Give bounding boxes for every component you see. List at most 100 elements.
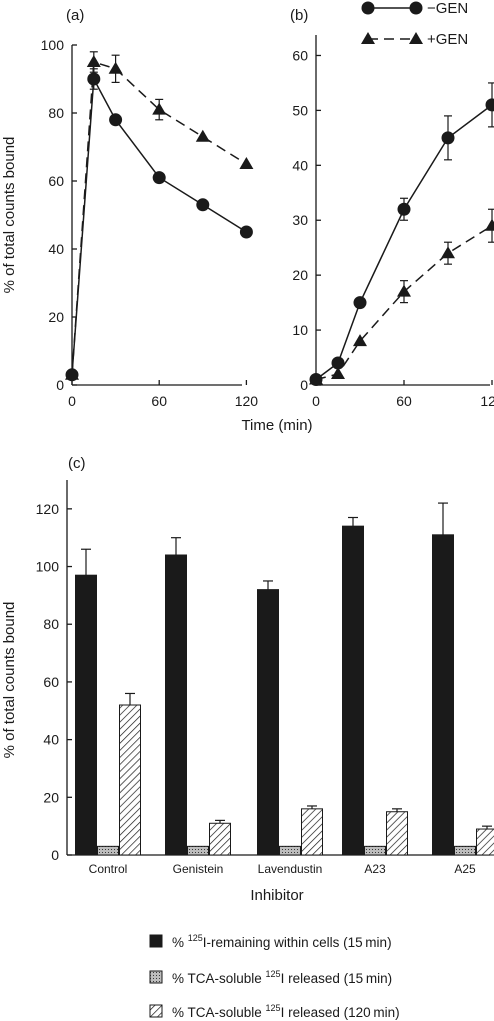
tca-120min-bar — [301, 808, 323, 856]
legend-c-swatch — [149, 934, 163, 948]
panel-b-plus-gen-point — [441, 246, 455, 259]
panel-b-minus-gen-point — [331, 356, 345, 370]
panel-b-label: (b) — [290, 7, 308, 24]
legend-plus-gen-marker — [361, 32, 375, 44]
legend-c: % 125I-remaining within cells (15 min) % … — [149, 933, 400, 1020]
panel-b-y-tick-label: 60 — [292, 47, 308, 63]
panel-b: (b) 0 10 20 30 40 50 60 0 60 120 −GEN +GEN — [290, 0, 494, 409]
panel-b-ticks: 0 10 20 30 40 50 60 0 60 120 — [292, 47, 494, 409]
panel-c-category-label: Lavendustin — [258, 862, 323, 876]
panel-b-y-tick-label: 10 — [292, 322, 308, 338]
time-axis-title: Time (min) — [241, 417, 312, 434]
panel-b-plot — [309, 82, 494, 387]
tca-120min-bar — [209, 822, 231, 856]
panel-c-y-tick-label: 0 — [51, 847, 59, 863]
panel-a-y-tick-label: 0 — [56, 377, 64, 393]
panel-b-x-tick-label: 60 — [396, 393, 412, 409]
remaining-15min-bar — [165, 554, 187, 856]
panel-a-plot — [65, 51, 254, 382]
panel-c-y-tick-label: 40 — [43, 732, 59, 748]
panel-a-minus-gen-line — [71, 76, 247, 375]
panel-a-ticks: 0 20 40 60 80 100 0 60 120 — [41, 37, 259, 409]
panel-c-category-label: A25 — [454, 862, 476, 876]
panel-c-ticks: 0 20 40 60 80 100 120 Control Genistein Lavendust… — [36, 501, 476, 876]
panel-a-y-tick-label: 80 — [48, 105, 64, 121]
panel-a-x-tick-label: 0 — [68, 393, 76, 409]
panel-c-y-tick-label: 80 — [43, 616, 59, 632]
tca-15min-bar — [454, 845, 476, 856]
panel-b-y-tick-label: 50 — [292, 102, 308, 118]
tca-120min-bar — [386, 811, 408, 856]
tca-120min-bar — [476, 828, 494, 856]
legend-ab: −GEN +GEN — [361, 0, 468, 48]
panel-b-minus-gen-point — [441, 131, 455, 145]
panel-a-minus-gen-point — [152, 171, 166, 185]
legend-minus-gen-marker — [409, 1, 423, 15]
legend-c-label: % TCA-soluble 125I released (15 min) — [172, 969, 392, 986]
panel-b-minus-gen-line — [315, 104, 493, 381]
legend-minus-gen-marker — [361, 1, 375, 15]
panel-a-plus-gen-line — [71, 61, 247, 375]
panel-b-y-tick-label: 20 — [292, 267, 308, 283]
panel-c-label: (c) — [68, 455, 86, 472]
panel-b-minus-gen-point — [485, 98, 494, 112]
panel-b-x-tick-label: 0 — [312, 393, 320, 409]
panel-c-category-label: A23 — [364, 862, 386, 876]
panel-a-y-tick-label: 40 — [48, 241, 64, 257]
panel-a-x-tick-label: 120 — [235, 393, 259, 409]
panel-c-category-label: Genistein — [173, 862, 224, 876]
panel-a-y-tick-label: 100 — [41, 37, 65, 53]
panel-b-plus-gen-point — [485, 218, 494, 231]
panel-a-y-tick-label: 60 — [48, 173, 64, 189]
legend-plus-gen-marker — [409, 32, 423, 44]
remaining-15min-bar — [432, 534, 454, 856]
tca-120min-bar — [119, 704, 141, 856]
panel-c: (c) % of total counts bound 0 20 40 60 80 100… — [1, 455, 494, 904]
legend-minus-gen-label: −GEN — [427, 0, 468, 17]
panel-a-label: (a) — [66, 7, 84, 24]
tca-15min-bar — [364, 845, 386, 856]
panel-a-x-tick-label: 60 — [151, 393, 167, 409]
panel-a: (a) % of total counts bound 0 20 40 60 80 100… — [1, 7, 258, 409]
panel-c-y-tick-label: 100 — [36, 559, 60, 575]
panel-a-minus-gen-point — [87, 72, 101, 86]
tca-15min-bar — [187, 845, 209, 856]
panel-a-plus-gen-point — [65, 367, 79, 380]
tca-15min-bar — [97, 845, 119, 856]
panel-a-y-title: % of total counts bound — [1, 137, 18, 294]
legend-c-label: % TCA-soluble 125I released (120 min) — [172, 1003, 400, 1020]
panel-c-category-label: Control — [89, 862, 128, 876]
panel-b-y-tick-label: 30 — [292, 212, 308, 228]
legend-c-swatch — [149, 970, 163, 984]
panel-a-plus-gen-point — [195, 129, 210, 142]
tca-15min-bar — [279, 845, 301, 856]
panel-b-plus-gen-point — [353, 334, 367, 347]
panel-c-y-tick-label: 60 — [43, 674, 59, 690]
panel-a-plus-gen-point — [108, 61, 123, 74]
legend-c-swatch — [149, 1004, 163, 1018]
panel-b-plus-gen-point — [331, 367, 345, 380]
panel-a-minus-gen-point — [239, 225, 253, 239]
panel-b-y-tick-label: 40 — [292, 157, 308, 173]
panel-a-plus-gen-point — [152, 102, 167, 115]
remaining-15min-bar — [257, 589, 279, 856]
panel-a-y-tick-label: 20 — [48, 309, 64, 325]
panel-a-minus-gen-point — [196, 198, 210, 212]
panel-c-x-title: Inhibitor — [250, 887, 303, 904]
panel-b-plus-gen-point — [309, 372, 323, 385]
remaining-15min-bar — [342, 525, 364, 856]
panel-a-plus-gen-point — [239, 157, 254, 169]
panel-c-y-title: % of total counts bound — [1, 602, 18, 759]
panel-a-minus-gen-point — [109, 113, 123, 127]
legend-plus-gen-label: +GEN — [427, 31, 468, 48]
panel-c-plot — [75, 502, 494, 856]
panel-b-y-tick-label: 0 — [300, 377, 308, 393]
legend-c-label: % 125I-remaining within cells (15 min) — [172, 933, 392, 950]
panel-a-plus-gen-point — [86, 55, 101, 67]
remaining-15min-bar — [75, 574, 97, 856]
panel-b-minus-gen-point — [353, 296, 367, 310]
panel-b-x-tick-label: 120 — [480, 393, 494, 409]
panel-c-y-tick-label: 20 — [43, 789, 59, 805]
panel-c-y-tick-label: 120 — [36, 501, 60, 517]
